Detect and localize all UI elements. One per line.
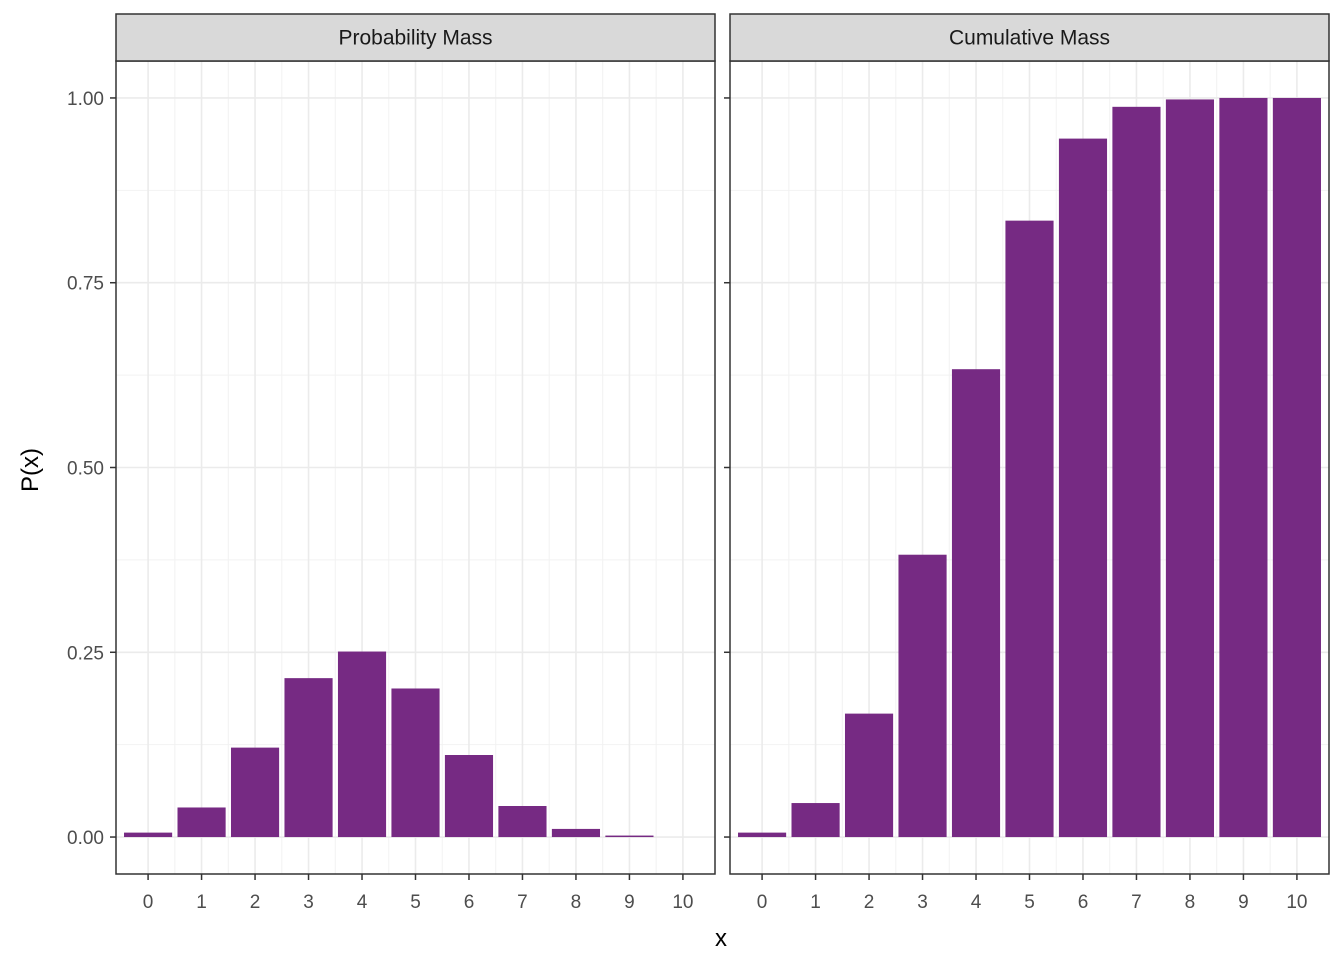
bar-8: [551, 828, 601, 838]
bar-6: [444, 755, 494, 838]
panel-1: Cumulative Mass 0 1 2 3 4 5 6 7 8 9 10: [724, 13, 1330, 913]
x-tick-label: 7: [1131, 892, 1142, 913]
x-tick-label: 6: [464, 892, 475, 913]
x-tick-label: 5: [1024, 892, 1035, 913]
x-tick-label: 8: [1185, 892, 1196, 913]
bar-7: [498, 806, 547, 838]
y-tick-label: 0.25: [67, 643, 104, 664]
x-tick-label: 3: [917, 892, 928, 913]
x-tick-label: 10: [672, 892, 693, 913]
y-tick-label: 1.00: [67, 89, 104, 110]
bar-1: [791, 803, 840, 838]
x-tick-label: 2: [250, 892, 261, 913]
bar-10: [1272, 97, 1321, 838]
facet-title: Cumulative Mass: [949, 27, 1110, 50]
panel-0: Probability Mass 0 1 2 3 4 5 6 7 8 9 10: [110, 13, 716, 913]
bar-5: [1005, 220, 1054, 838]
bar-2: [844, 713, 894, 838]
x-tick-label: 2: [864, 892, 875, 913]
bar-5: [391, 688, 440, 838]
bar-2: [230, 747, 280, 838]
bar-0: [738, 832, 787, 838]
x-tick-label: 10: [1286, 892, 1307, 913]
bar-4: [951, 369, 1001, 838]
facet-strip: [115, 13, 716, 62]
bar-9: [1219, 97, 1268, 838]
bar-3: [284, 678, 333, 838]
y-tick-label: 0.50: [67, 459, 104, 480]
x-tick-label: 0: [757, 892, 768, 913]
x-tick-label: 8: [571, 892, 582, 913]
y-tick-label: 0.00: [67, 828, 104, 849]
x-tick-label: 1: [196, 892, 207, 913]
x-tick-label: 9: [1238, 892, 1249, 913]
bar-7: [1112, 106, 1161, 838]
bar-9: [605, 835, 654, 838]
x-axis-title: x: [715, 925, 727, 952]
x-tick-label: 4: [971, 892, 982, 913]
x-tick-label: 0: [143, 892, 154, 913]
x-tick-label: 9: [624, 892, 635, 913]
x-tick-label: 4: [357, 892, 368, 913]
bar-6: [1058, 138, 1108, 838]
x-tick-label: 7: [517, 892, 528, 913]
bar-4: [337, 651, 387, 838]
x-tick-label: 6: [1078, 892, 1089, 913]
bar-3: [898, 554, 947, 838]
x-tick-label: 3: [303, 892, 314, 913]
y-axis-title: P(x): [17, 448, 44, 492]
y-tick-label: 0.75: [67, 274, 104, 295]
bar-1: [177, 807, 226, 838]
bar-8: [1165, 99, 1215, 838]
x-tick-label: 1: [810, 892, 821, 913]
x-tick-label: 5: [410, 892, 421, 913]
bar-0: [124, 832, 173, 838]
y-axis: 0.00 0.25 0.50 0.75 1.00: [67, 89, 104, 849]
facet-strip: [729, 13, 1330, 62]
facet-title: Probability Mass: [338, 27, 492, 50]
